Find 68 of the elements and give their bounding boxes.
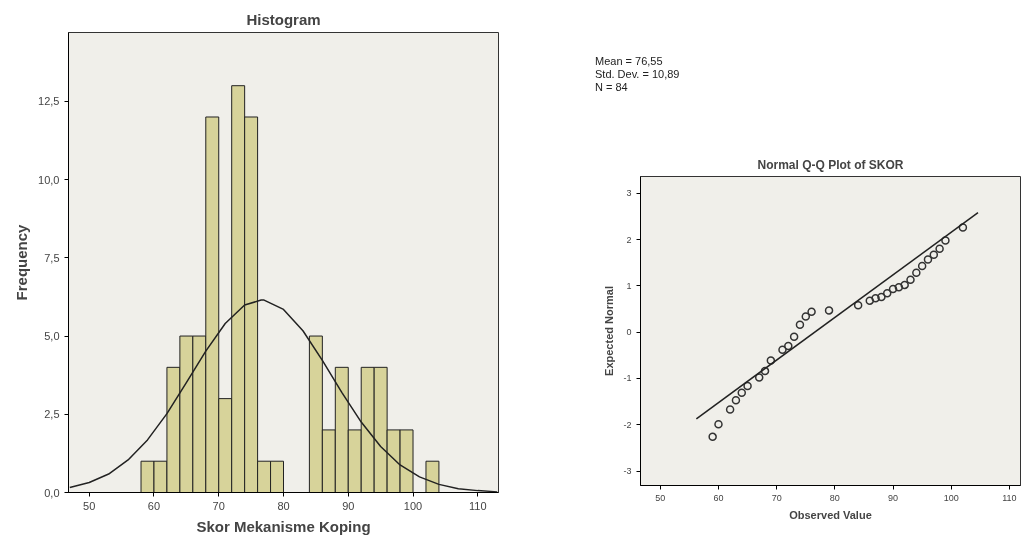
x-axis-title: Observed Value [789, 508, 872, 521]
point [929, 250, 939, 260]
point [789, 332, 799, 342]
point [877, 292, 886, 302]
point [795, 320, 805, 329]
point [853, 301, 863, 310]
point [760, 366, 770, 376]
point [743, 381, 752, 391]
point [766, 356, 776, 365]
chart-title: Histogram [246, 10, 321, 28]
point [731, 396, 741, 405]
point [900, 280, 909, 290]
point [941, 236, 950, 245]
point [737, 388, 747, 398]
point [778, 345, 787, 355]
y-tick-label: 10,0 [38, 173, 60, 186]
point [784, 341, 793, 351]
x-tick-label: 70 [771, 492, 782, 503]
y-tick-label: 12,5 [38, 95, 60, 108]
point [807, 307, 816, 317]
x-tick-label: 90 [342, 499, 355, 512]
x-axis-title: Skor Mekanisme Koping [196, 517, 371, 535]
y-tick-label: -1 [623, 373, 632, 384]
x-tick-label: 110 [1002, 492, 1017, 503]
y-axis-title: Expected Normal [603, 286, 616, 376]
point [871, 294, 880, 303]
y-tick-label: 2 [626, 234, 632, 245]
point [725, 405, 735, 414]
point [912, 268, 921, 278]
point [824, 306, 834, 315]
point [906, 275, 915, 285]
point [882, 289, 892, 298]
y-tick-label: 0,0 [44, 486, 60, 499]
point [917, 261, 927, 271]
x-tick-label: 50 [83, 499, 96, 512]
point [708, 432, 717, 442]
x-tick-label: 70 [212, 499, 225, 512]
x-tick-label: 80 [829, 492, 840, 503]
point [958, 223, 968, 232]
y-tick-label: -2 [623, 419, 632, 430]
x-tick-label: 50 [655, 492, 666, 503]
point [714, 420, 723, 429]
x-tick-label: 80 [277, 499, 290, 512]
point [894, 282, 904, 292]
x-tick-label: 60 [147, 499, 161, 512]
text: Std. Dev. = 10,89 [595, 68, 680, 80]
x-tick-label: 100 [403, 499, 423, 512]
point [923, 255, 933, 264]
x-tick-label: 90 [888, 492, 899, 503]
text: Mean = 76,55 [595, 55, 663, 67]
y-axis-title: Frequency [13, 223, 31, 301]
point [935, 244, 944, 254]
y-tick-label: 7,5 [44, 251, 60, 264]
point [888, 284, 898, 294]
x-tick-label: 110 [469, 499, 487, 512]
x-tick-label: 60 [713, 492, 724, 503]
y-tick-label: -3 [623, 466, 632, 477]
point [754, 373, 764, 382]
text: N = 84 [595, 81, 628, 93]
point [801, 312, 811, 321]
x-tick-label: 100 [943, 492, 959, 503]
y-tick-label: 5,0 [44, 330, 60, 343]
chart-title: Normal Q-Q Plot of SKOR [757, 157, 904, 172]
y-tick-label: 0 [626, 327, 632, 338]
y-tick-label: 3 [626, 188, 632, 199]
point [865, 296, 875, 305]
y-tick-label: 1 [626, 280, 632, 291]
y-tick-label: 2,5 [44, 408, 60, 421]
